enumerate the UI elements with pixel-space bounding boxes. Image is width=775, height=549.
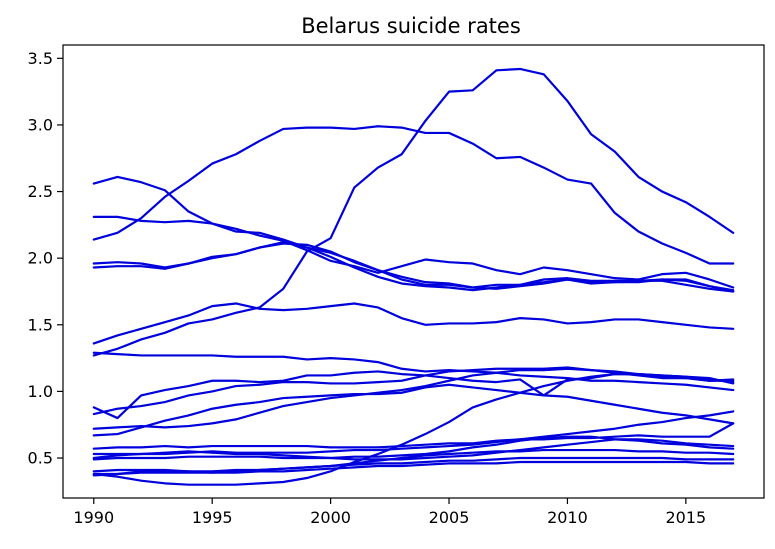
x-axis: 1990 1995 2000 2005 2010 2015 bbox=[73, 498, 706, 527]
series-line-1 bbox=[92, 125, 735, 265]
y-tick-label: 1.5 bbox=[28, 315, 53, 334]
series-line-3 bbox=[92, 215, 735, 289]
x-tick-label: 2015 bbox=[665, 508, 706, 527]
x-tick-label: 1990 bbox=[73, 508, 114, 527]
y-tick-label: 0.5 bbox=[28, 449, 53, 468]
series-line-6 bbox=[92, 67, 735, 357]
x-tick-label: 2005 bbox=[429, 508, 470, 527]
series-line-18 bbox=[92, 372, 735, 486]
plot-frame bbox=[62, 44, 765, 499]
x-tick-label: 2000 bbox=[310, 508, 351, 527]
y-tick-label: 3.5 bbox=[28, 49, 53, 68]
y-tick-label: 2.0 bbox=[28, 249, 53, 268]
series-line-19 bbox=[92, 438, 735, 461]
y-tick-label: 2.5 bbox=[28, 182, 53, 201]
series-line-7 bbox=[92, 302, 735, 345]
series-line-13 bbox=[92, 422, 735, 450]
series-line-20 bbox=[92, 460, 735, 477]
series-line-8 bbox=[92, 351, 735, 392]
series-layer bbox=[92, 67, 735, 486]
y-axis: 0.5 1.0 1.5 2.0 2.5 3.0 3.5 bbox=[28, 49, 63, 468]
series-line-12 bbox=[92, 383, 735, 437]
x-tick-label: 2010 bbox=[547, 508, 588, 527]
series-line-10 bbox=[92, 366, 735, 416]
series-line-5 bbox=[92, 241, 735, 293]
x-tick-label: 1995 bbox=[192, 508, 233, 527]
series-line-2 bbox=[92, 175, 735, 292]
y-tick-label: 1.0 bbox=[28, 382, 53, 401]
chart-title: Belarus suicide rates bbox=[301, 14, 521, 38]
y-tick-label: 3.0 bbox=[28, 115, 53, 134]
